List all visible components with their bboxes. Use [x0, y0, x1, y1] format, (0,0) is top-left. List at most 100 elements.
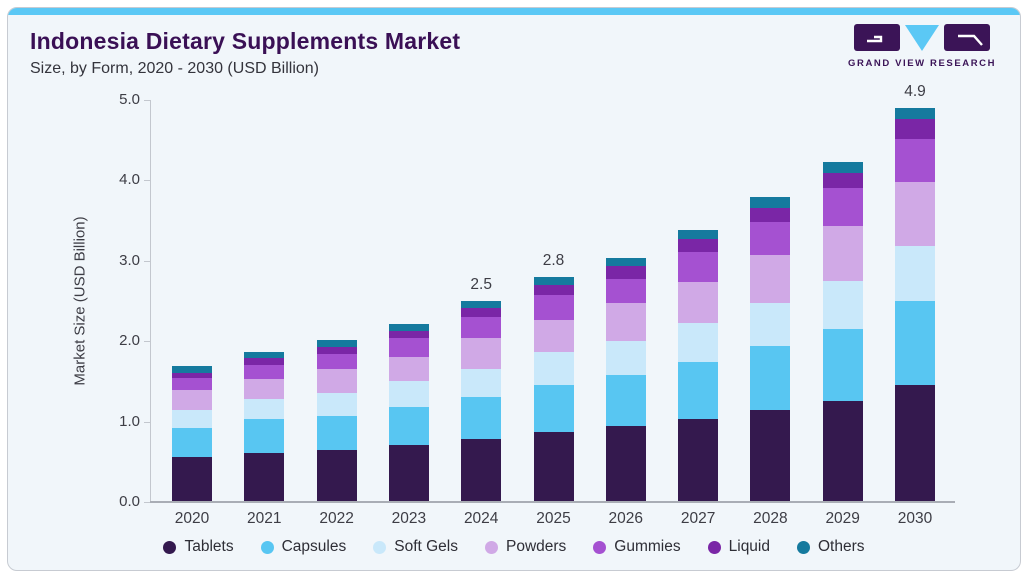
bar-segment-capsules-2027	[678, 362, 719, 420]
y-axis-line	[150, 100, 151, 502]
bar-segment-liquid-2029	[822, 173, 863, 189]
bar-segment-tablets-2029	[822, 400, 863, 502]
bar-segment-liquid-2021	[244, 358, 285, 365]
bar-segment-powders-2030	[895, 182, 935, 247]
bar-segment-capsules-2022	[316, 415, 357, 450]
y-tick-label: 1.0	[119, 412, 140, 430]
legend-swatch-powders	[484, 540, 498, 554]
legend-label-soft-gels: Soft Gels	[394, 538, 458, 555]
legend-label-liquid: Liquid	[728, 538, 770, 555]
gvr-logo-g-block	[854, 24, 900, 51]
legend-label-others: Others	[818, 538, 865, 555]
grand-view-research-logo: GRAND VIEW RESEARCH	[848, 24, 996, 69]
page-title: Indonesia Dietary Supplements Market	[30, 28, 461, 54]
bar-segment-powders-2024	[461, 338, 502, 369]
x-axis-line	[150, 501, 955, 503]
bar-segment-others-2028	[750, 197, 791, 208]
legend-label-capsules: Capsules	[281, 538, 347, 555]
y-tick	[144, 180, 150, 182]
gvr-logo-r-block	[944, 24, 990, 51]
bar-segment-tablets-2027	[678, 419, 719, 502]
bar-segment-liquid-2026	[605, 266, 646, 279]
card-top-strip	[8, 8, 1020, 15]
bar-segment-capsules-2024	[461, 396, 502, 440]
chart-card: Indonesia Dietary Supplements Market Siz…	[7, 7, 1021, 571]
bar-segment-liquid-2025	[533, 284, 574, 296]
bar-segment-liquid-2022	[316, 346, 357, 355]
bar-segment-soft-gels-2020	[172, 409, 212, 429]
bar-segment-others-2021	[244, 351, 285, 359]
bar-segment-soft-gels-2024	[461, 368, 502, 397]
legend-item-soft-gels: Soft Gels	[373, 538, 458, 556]
bar-segment-gummies-2021	[244, 364, 285, 379]
bar-segment-capsules-2025	[533, 385, 574, 433]
legend-swatch-capsules	[260, 540, 274, 554]
legend-swatch-others	[797, 540, 810, 554]
bar-segment-powders-2028	[750, 255, 791, 304]
page-subtitle: Size, by Form, 2020 - 2030 (USD Billion)	[30, 60, 319, 77]
y-tick	[144, 421, 150, 423]
legend-item-others: Others	[797, 538, 865, 556]
legend-item-powders: Powders	[484, 538, 567, 556]
y-tick	[144, 502, 150, 503]
bar-segment-capsules-2028	[750, 346, 791, 411]
bar-segment-soft-gels-2029	[822, 280, 863, 330]
gvr-logo-wordmark: GRAND VIEW RESEARCH	[848, 58, 997, 69]
bar-segment-tablets-2025	[533, 432, 574, 502]
x-tick-label-2020: 2020	[174, 510, 210, 527]
legend-swatch-liquid	[707, 540, 721, 554]
bar-segment-liquid-2027	[678, 239, 719, 252]
bar-segment-gummies-2026	[605, 278, 646, 304]
x-tick-label-2027: 2027	[680, 510, 716, 527]
x-tick-label-2029: 2029	[825, 510, 860, 527]
bar-segment-tablets-2023	[388, 444, 429, 502]
bar-total-label-2030: 4.9	[904, 83, 926, 101]
legend-swatch-soft-gels	[373, 540, 387, 554]
bar-segment-powders-2021	[244, 379, 285, 400]
bar-segment-liquid-2024	[461, 308, 502, 318]
y-tick-label: 5.0	[119, 91, 140, 108]
bar-segment-tablets-2028	[750, 410, 791, 502]
bar-segment-soft-gels-2025	[533, 352, 574, 386]
bar-segment-tablets-2026	[605, 426, 646, 502]
legend-item-capsules: Capsules	[260, 538, 347, 556]
legend-label-powders: Powders	[505, 538, 567, 555]
bar-segment-soft-gels-2027	[678, 322, 719, 363]
bar-segment-gummies-2030	[895, 138, 935, 183]
legend-swatch-tablets	[163, 540, 177, 554]
bar-segment-liquid-2030	[895, 118, 935, 139]
y-tick-label: 4.0	[119, 171, 140, 189]
bar-segment-others-2025	[533, 276, 574, 285]
bar-2024	[461, 301, 502, 502]
bar-segment-powders-2026	[605, 303, 646, 342]
bar-segment-capsules-2029	[822, 329, 863, 401]
bar-segment-gummies-2020	[172, 378, 212, 391]
bar-2025	[533, 276, 574, 502]
bar-segment-others-2027	[678, 230, 719, 240]
bar-2029	[822, 161, 863, 502]
bar-segment-others-2020	[172, 366, 212, 373]
bar-segment-others-2030	[895, 108, 935, 119]
bar-segment-gummies-2028	[750, 222, 791, 256]
bar-segment-soft-gels-2030	[895, 246, 935, 301]
bar-segment-others-2023	[388, 324, 429, 331]
bar-segment-soft-gels-2028	[750, 303, 791, 347]
bar-segment-gummies-2025	[533, 295, 574, 321]
x-tick-label-2024: 2024	[463, 510, 499, 527]
bar-segment-soft-gels-2021	[244, 399, 285, 420]
bar-2026	[605, 258, 646, 502]
bar-segment-tablets-2020	[172, 456, 212, 502]
bar-segment-gummies-2023	[388, 338, 429, 358]
bar-2028	[750, 197, 791, 502]
bar-2030	[895, 108, 935, 502]
y-tick	[144, 260, 150, 262]
bar-segment-capsules-2021	[244, 419, 285, 453]
legend-label-tablets: Tablets	[184, 538, 234, 555]
y-tick-label: 3.0	[119, 251, 140, 269]
bar-segment-powders-2025	[533, 320, 574, 353]
chart-legend: Tablets Capsules Soft Gels Powders Gummies Li…	[8, 538, 1020, 556]
bar-segment-soft-gels-2022	[316, 393, 357, 416]
bar-segment-powders-2023	[388, 357, 429, 381]
legend-item-gummies: Gummies	[593, 538, 681, 556]
bar-segment-tablets-2024	[461, 439, 502, 502]
